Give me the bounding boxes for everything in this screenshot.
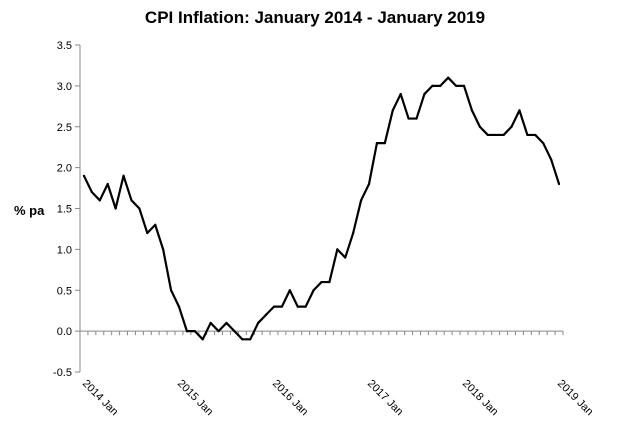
- data-point: [407, 117, 410, 120]
- data-point: [201, 338, 204, 341]
- series-line: [82, 76, 561, 341]
- data-point: [98, 199, 101, 202]
- data-point: [518, 109, 521, 112]
- x-tick-label: 2016 Jan: [270, 378, 310, 418]
- data-point: [344, 256, 347, 259]
- data-point: [336, 248, 339, 251]
- data-point: [177, 305, 181, 308]
- data-point: [193, 330, 196, 333]
- data-point: [209, 321, 212, 325]
- x-tick-label: 2019 Jan: [555, 378, 595, 418]
- data-point: [169, 289, 173, 292]
- data-point: [367, 182, 371, 186]
- data-point: [272, 305, 276, 308]
- data-point: [249, 338, 252, 341]
- data-point: [470, 109, 474, 112]
- data-point: [82, 174, 86, 177]
- data-point: [320, 280, 323, 284]
- data-point: [146, 231, 149, 235]
- data-point: [352, 231, 355, 235]
- chart-title: CPI Inflation: January 2014 - January 20…: [144, 8, 486, 27]
- y-axis-label: % pa: [14, 203, 45, 218]
- data-point: [90, 191, 93, 194]
- y-tick-label: 0.5: [57, 285, 72, 297]
- data-point: [502, 133, 505, 137]
- data-point: [304, 305, 307, 308]
- y-tick-label: 3.5: [57, 40, 72, 52]
- data-point: [138, 207, 141, 210]
- data-point: [447, 76, 450, 79]
- data-point: [114, 207, 117, 210]
- data-point: [130, 199, 133, 202]
- y-tick-label: 1.0: [57, 244, 72, 256]
- y-tick-label: 2.0: [57, 163, 72, 175]
- x-tick-label: 2018 Jan: [460, 378, 500, 418]
- x-tick-label: 2014 Jan: [80, 378, 120, 418]
- data-point: [122, 174, 125, 177]
- data-point: [280, 305, 284, 308]
- data-point: [486, 133, 489, 137]
- data-point: [359, 199, 363, 202]
- data-point: [185, 330, 188, 333]
- data-point: [264, 313, 268, 316]
- data-point: [288, 289, 291, 292]
- y-tick-label: 1.5: [57, 204, 72, 216]
- data-point: [439, 84, 442, 87]
- data-point: [557, 182, 561, 186]
- data-point: [241, 338, 244, 341]
- data-point: [423, 92, 426, 96]
- data-point: [534, 133, 537, 137]
- y-tick-label: 0.0: [57, 326, 72, 338]
- data-point: [162, 248, 165, 251]
- data-point: [233, 330, 236, 333]
- data-point: [462, 84, 466, 87]
- y-tick-label: -0.5: [53, 367, 72, 379]
- y-tick-label: 2.5: [57, 122, 72, 134]
- data-point: [154, 223, 157, 226]
- x-tick-label: 2015 Jan: [175, 378, 215, 418]
- y-tick-label: 3.0: [57, 81, 72, 93]
- data-point: [415, 117, 418, 120]
- data-point: [217, 330, 220, 333]
- data-point: [455, 84, 458, 87]
- data-point: [257, 321, 260, 325]
- data-point: [542, 142, 545, 145]
- data-point: [478, 125, 481, 128]
- data-point: [494, 133, 497, 137]
- data-point: [391, 109, 394, 112]
- data-point: [399, 92, 402, 96]
- data-point: [106, 182, 109, 186]
- data-point: [510, 125, 513, 128]
- data-point: [225, 321, 228, 325]
- data-point: [526, 133, 529, 137]
- data-point: [328, 280, 331, 284]
- data-point: [296, 305, 299, 308]
- data-point: [312, 289, 315, 292]
- data-point: [383, 142, 386, 145]
- x-tick-label: 2017 Jan: [365, 378, 405, 418]
- data-point: [550, 158, 553, 161]
- data-point: [431, 84, 434, 87]
- data-point: [375, 142, 379, 145]
